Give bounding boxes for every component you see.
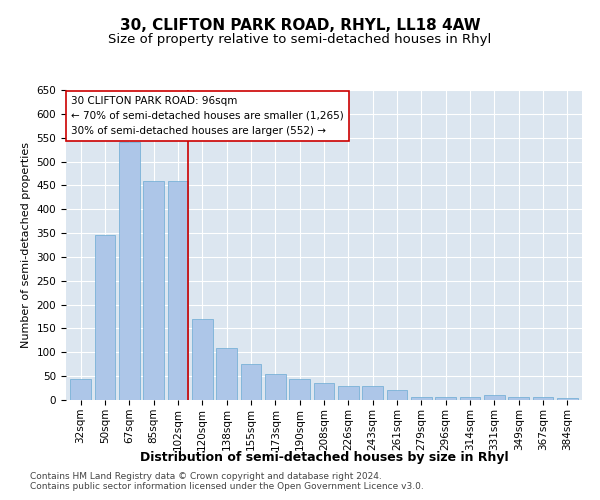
Bar: [314, 384, 334, 400]
Text: Contains public sector information licensed under the Open Government Licence v3: Contains public sector information licen…: [30, 482, 424, 491]
Bar: [362, 386, 383, 400]
Bar: [533, 396, 553, 400]
Text: Contains HM Land Registry data © Crown copyright and database right 2024.: Contains HM Land Registry data © Crown c…: [30, 472, 382, 481]
Bar: [70, 378, 91, 400]
Y-axis label: Number of semi-detached properties: Number of semi-detached properties: [21, 142, 31, 348]
Bar: [386, 390, 407, 400]
Bar: [411, 396, 432, 400]
Bar: [143, 180, 164, 400]
Bar: [216, 348, 237, 400]
Bar: [557, 398, 578, 400]
Text: 30 CLIFTON PARK ROAD: 96sqm
← 70% of semi-detached houses are smaller (1,265)
30: 30 CLIFTON PARK ROAD: 96sqm ← 70% of sem…: [71, 96, 344, 136]
Text: Size of property relative to semi-detached houses in Rhyl: Size of property relative to semi-detach…: [109, 32, 491, 46]
Bar: [436, 396, 456, 400]
Bar: [265, 374, 286, 400]
Bar: [167, 180, 188, 400]
Text: Distribution of semi-detached houses by size in Rhyl: Distribution of semi-detached houses by …: [140, 451, 508, 464]
Text: 30, CLIFTON PARK ROAD, RHYL, LL18 4AW: 30, CLIFTON PARK ROAD, RHYL, LL18 4AW: [119, 18, 481, 32]
Bar: [508, 396, 529, 400]
Bar: [484, 395, 505, 400]
Bar: [338, 386, 359, 400]
Bar: [289, 378, 310, 400]
Bar: [119, 142, 140, 400]
Bar: [460, 396, 481, 400]
Bar: [192, 319, 212, 400]
Bar: [95, 236, 115, 400]
Bar: [241, 364, 262, 400]
